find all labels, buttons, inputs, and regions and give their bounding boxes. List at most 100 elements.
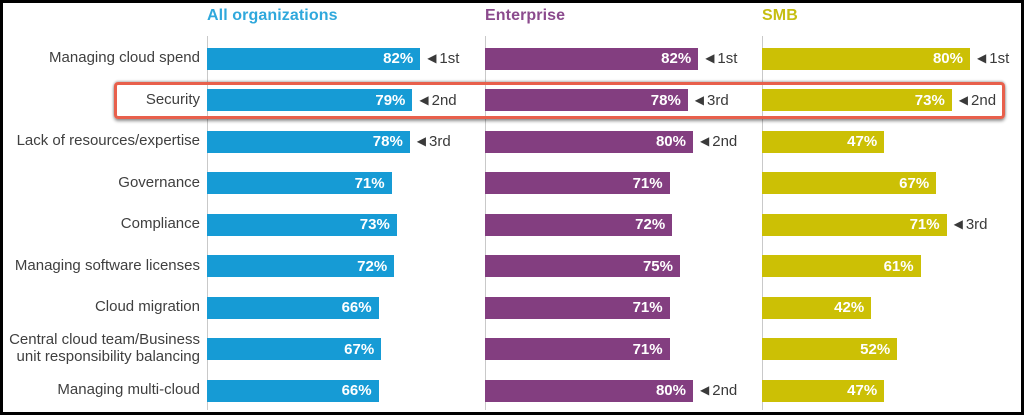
bar-value-label: 61%: [883, 257, 914, 275]
bar: 61%: [762, 255, 921, 278]
bar-cell: 52%: [762, 338, 1021, 361]
bar-cell: 71%: [485, 338, 762, 361]
chart-row: Lack of resources/expertise 78% ◀ 3rd 80% ◀ 2n…: [3, 121, 1021, 163]
bar-cell: 67%: [762, 172, 1021, 195]
bar-value-label: 47%: [847, 133, 878, 151]
bar: 71%: [485, 172, 670, 195]
rank-triangle-icon: ◀: [953, 217, 963, 232]
bar-value-label: 42%: [834, 299, 865, 317]
bar-value-label: 71%: [632, 174, 663, 192]
bar-cell: 75%: [485, 255, 762, 278]
bar-value-label: 72%: [635, 216, 666, 234]
bar: 73%: [207, 213, 397, 236]
bar-value-label: 78%: [650, 91, 681, 109]
bar: 71%: [485, 338, 670, 361]
bar-value-label: 80%: [932, 50, 963, 68]
rank-annotation: ◀ 1st: [427, 50, 460, 68]
category-label: Compliance: [120, 215, 200, 233]
bar-value-label: 80%: [655, 133, 686, 151]
bar-value-label: 82%: [383, 50, 414, 68]
bar-value-label: 78%: [372, 133, 403, 151]
rank-annotation: ◀ 1st: [977, 50, 1010, 68]
bar-cell: 80% ◀ 2nd: [485, 130, 762, 153]
bar: 47%: [762, 130, 885, 153]
rank-annotation: ◀ 3rd: [416, 133, 451, 151]
bar-value-label: 73%: [359, 216, 390, 234]
bar: 47%: [762, 379, 885, 402]
rank-triangle-icon: ◀: [958, 92, 969, 107]
bar: 72%: [485, 213, 673, 236]
category-label: Security: [145, 90, 200, 108]
bar: 66%: [207, 379, 379, 402]
bar-cell: 73% ◀ 2nd: [762, 89, 1021, 112]
chart-row: Governance 71% 71% 67%: [3, 163, 1021, 205]
bar-value-label: 71%: [632, 340, 663, 358]
rank-triangle-icon: ◀: [694, 92, 705, 107]
rank-annotation: ◀ 2nd: [958, 91, 997, 109]
bar: 42%: [762, 296, 872, 319]
category-label: Governance: [118, 173, 200, 191]
chart-row: Central cloud team/Business unit responsi…: [3, 329, 1021, 371]
bar: 73%: [762, 89, 952, 112]
bar-value-label: 66%: [341, 382, 372, 400]
bar-value-label: 72%: [357, 257, 388, 275]
bar-value-label: 73%: [914, 91, 945, 109]
bar-cell: 72%: [485, 213, 762, 236]
rank-triangle-icon: ◀: [700, 383, 710, 398]
rank-annotation: ◀ 2nd: [700, 382, 738, 400]
bar: 80%: [485, 130, 693, 153]
rank-annotation: ◀ 3rd: [694, 91, 729, 109]
chart-row: Managing cloud spend 82% ◀ 1st 82% ◀ 1st 80% ◀ 1s…: [3, 38, 1021, 80]
bar-cell: 73%: [207, 213, 485, 236]
bar: 67%: [207, 338, 382, 361]
category-label: Managing software licenses: [14, 256, 200, 274]
bar: 80%: [762, 47, 970, 70]
bar-value-label: 66%: [341, 299, 372, 317]
bar-cell: 82% ◀ 1st: [207, 47, 485, 70]
category-label: Cloud migration: [94, 298, 200, 316]
bar: 82%: [485, 47, 699, 70]
category-label: Managing cloud spend: [49, 49, 200, 67]
bar-cell: 72%: [207, 255, 485, 278]
bar: 71%: [485, 296, 670, 319]
rank-annotation: ◀ 2nd: [419, 91, 457, 109]
bar: 80%: [485, 379, 693, 402]
rank-annotation: ◀ 3rd: [953, 216, 988, 234]
chart-row: Managing software licenses 72% 75% 61%: [3, 246, 1021, 288]
column-header-enterprise: Enterprise: [485, 7, 566, 24]
bar: 82%: [207, 47, 421, 70]
bar: 71%: [762, 213, 947, 236]
rank-triangle-icon: ◀: [416, 134, 427, 149]
column-header-all-organizations: All organizations: [207, 7, 338, 24]
bar: 75%: [485, 255, 680, 278]
bar: 71%: [207, 172, 392, 195]
bar-value-label: 71%: [632, 299, 663, 317]
bar-cell: 71%: [485, 172, 762, 195]
bar-cell: 47%: [762, 130, 1021, 153]
chart-row: Compliance 73% 72% 71% ◀ 3rd: [3, 204, 1021, 246]
bar-cell: 80% ◀ 1st: [762, 47, 1021, 70]
category-label: Lack of resources/expertise: [16, 132, 200, 150]
bar-cell: 61%: [762, 255, 1021, 278]
bar-cell: 66%: [207, 379, 485, 402]
bar-cell: 66%: [207, 296, 485, 319]
bar-value-label: 47%: [847, 382, 878, 400]
bar-cell: 80% ◀ 2nd: [485, 379, 762, 402]
bar-cell: 82% ◀ 1st: [485, 47, 762, 70]
bar: 72%: [207, 255, 395, 278]
rank-annotation: ◀ 1st: [705, 50, 738, 68]
bar-cell: 71%: [207, 172, 485, 195]
bar-value-label: 79%: [375, 91, 406, 109]
chart-rows: Managing cloud spend 82% ◀ 1st 82% ◀ 1st 80% ◀ 1s…: [3, 38, 1021, 412]
category-label: Managing multi-cloud: [57, 381, 200, 399]
bar-value-label: 71%: [354, 174, 385, 192]
bar-cell: 71%: [485, 296, 762, 319]
category-label: Central cloud team/Business unit responsi…: [9, 331, 200, 366]
chart-row: Security 79% ◀ 2nd 78% ◀ 3rd 73% ◀ 2nd: [3, 80, 1021, 122]
bar-cell: 47%: [762, 379, 1021, 402]
bar-cell: 78% ◀ 3rd: [207, 130, 485, 153]
bar-value-label: 67%: [344, 340, 375, 358]
bar-value-label: 80%: [655, 382, 686, 400]
chart-row: Managing multi-cloud 66% 80% ◀ 2nd 47%: [3, 370, 1021, 412]
bar: 67%: [762, 172, 937, 195]
